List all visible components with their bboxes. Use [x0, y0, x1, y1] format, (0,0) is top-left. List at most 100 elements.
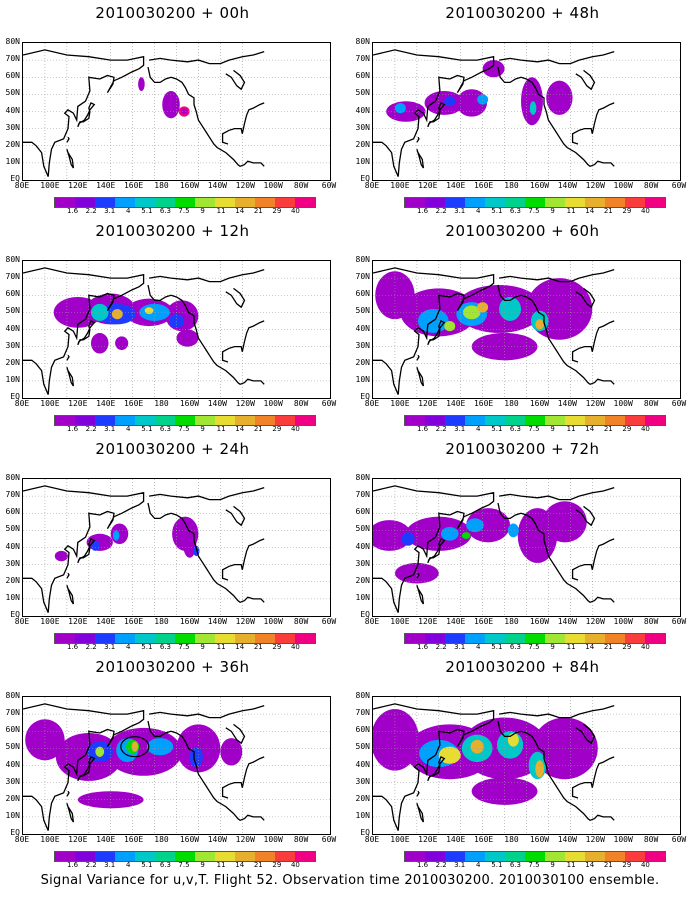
coastline [147, 720, 265, 822]
variance-contour-fill [90, 303, 109, 321]
variance-contour-fill [176, 329, 199, 347]
colorbar-tick-label: 4 [126, 861, 131, 869]
colorbar-swatch [445, 852, 465, 861]
colorbar-tick-label: 7.5 [178, 861, 190, 869]
colorbar-tick-label: 2.2 [85, 425, 97, 433]
latitude-label: 80N [355, 473, 370, 482]
latitude-label: 20N [355, 793, 370, 803]
longitude-label: 80W [643, 181, 659, 190]
colorbar-swatch [545, 198, 565, 207]
longitude-label: 160W [529, 399, 550, 408]
colorbar [54, 633, 316, 644]
colorbar-swatch [75, 416, 95, 425]
longitude-label: 120W [585, 181, 605, 190]
colorbar-swatch [625, 634, 645, 643]
colorbar-swatch [235, 416, 255, 425]
latitude-label: 60N [5, 289, 20, 299]
coastline [373, 703, 495, 831]
longitude-label: 100E [390, 181, 410, 190]
variance-contour-fill [220, 738, 243, 766]
colorbar [404, 415, 666, 426]
colorbar-swatch [445, 634, 465, 643]
map-panel: 2010030200 + 60h 80N 70N 60N 50N 40N 30N 20N 10N… [350, 218, 695, 433]
colorbar-swatch [485, 852, 505, 861]
map-canvas [373, 479, 680, 616]
variance-contour-fill [444, 320, 456, 332]
coastline [149, 50, 265, 65]
colorbar-tick-label: 40 [290, 861, 300, 869]
latitude-label: EQ [10, 610, 20, 619]
variance-contour-fill [90, 540, 100, 551]
colorbar-tick-label: 1.6 [66, 425, 79, 433]
longitude-label: 140E [446, 835, 466, 844]
variance-contour-fill [401, 532, 415, 546]
longitude-label: 160W [179, 399, 200, 408]
longitude-label: 160E [473, 399, 494, 408]
colorbar-tick-label: 40 [640, 861, 650, 869]
longitude-label: 120W [235, 181, 255, 190]
longitude-label: 160E [473, 181, 494, 190]
map-plot [372, 478, 681, 617]
colorbar-swatch [425, 198, 445, 207]
longitude-label: 100W [613, 181, 633, 190]
colorbar-tick-label: 4 [476, 861, 481, 869]
colorbar-tick-label: 6.3 [159, 861, 171, 869]
map-panel: 2010030200 + 00h 80N 70N 60N 50N 40N 30N 20N 10N… [0, 0, 345, 215]
colorbar-swatch [405, 634, 425, 643]
longitude-label: 100W [613, 617, 633, 626]
colorbar-swatch [155, 634, 175, 643]
map-panel: 2010030200 + 36h 80N 70N 60N 50N 40N 30N 20N 10N… [0, 654, 345, 869]
colorbar-tick-label: 21 [603, 425, 613, 433]
longitude-label: 80E [14, 617, 30, 626]
latitude-label: 80N [5, 255, 20, 264]
latitude-label: 60N [355, 71, 370, 81]
longitude-label: 120W [235, 835, 255, 844]
longitude-label: 120E [68, 181, 88, 190]
colorbar-swatch [545, 634, 565, 643]
longitude-label: 100W [263, 835, 283, 844]
colorbar-swatch [445, 198, 465, 207]
coastline [373, 485, 495, 613]
longitude-label: 100E [40, 399, 60, 408]
latitude-label: 20N [355, 139, 370, 149]
colorbar-tick-label: 9 [550, 207, 555, 215]
colorbar-tick-label: 11 [216, 861, 226, 869]
latitude-label: EQ [360, 610, 370, 619]
colorbar-swatch [625, 416, 645, 425]
colorbar-tick-label: 2.2 [85, 207, 97, 215]
longitude-label: 120E [418, 617, 438, 626]
longitude-label: 120W [585, 835, 605, 844]
latitude-label: 80N [355, 691, 370, 700]
colorbar [54, 197, 316, 208]
figure-caption: Signal Variance for u,v,T. Flight 52. Ob… [40, 873, 660, 888]
variance-contour-fill [477, 302, 489, 313]
coastline [149, 268, 265, 283]
latitude-label: 10N [355, 810, 370, 820]
colorbar-swatch [485, 416, 505, 425]
variance-contour-fill [471, 777, 538, 805]
latitude-label: 60N [355, 289, 370, 299]
colorbar-swatch [75, 634, 95, 643]
colorbar-swatch [55, 198, 75, 207]
longitude-label: 60W [671, 835, 687, 844]
colorbar-tick-label: 3.1 [104, 207, 116, 215]
colorbar-swatch [525, 416, 545, 425]
variance-contour-fill [144, 307, 154, 315]
coastline [225, 505, 246, 527]
colorbar-swatch [505, 198, 525, 207]
longitude-label: 160W [529, 617, 550, 626]
longitude-label: 120E [418, 835, 438, 844]
colorbar-swatch [155, 198, 175, 207]
longitude-label: 100E [390, 835, 410, 844]
colorbar-tick-label: 14 [235, 861, 245, 869]
latitude-label: 30N [5, 558, 20, 568]
coastline [575, 723, 596, 745]
colorbar-tick-label: 6.3 [159, 207, 171, 215]
latitude-label: EQ [10, 828, 20, 837]
colorbar-swatch [95, 198, 115, 207]
colorbar-tick-label: 7.5 [178, 425, 190, 433]
variance-contour-fill [115, 336, 129, 351]
colorbar-swatch [565, 634, 585, 643]
variance-contour-fill [529, 101, 537, 115]
longitude-label: 60W [671, 181, 687, 190]
